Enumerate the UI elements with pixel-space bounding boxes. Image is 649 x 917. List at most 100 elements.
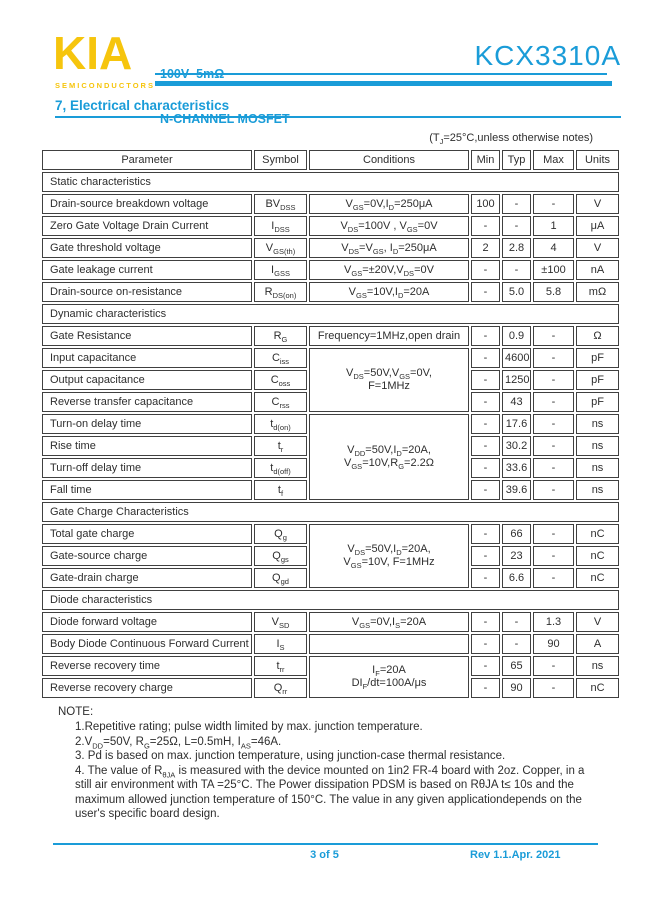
max-cell: - bbox=[533, 656, 574, 676]
units-cell: mΩ bbox=[576, 282, 619, 302]
min-cell: - bbox=[471, 260, 500, 280]
section-row: Static characteristics bbox=[42, 172, 619, 192]
section-row: Gate Charge Characteristics bbox=[42, 502, 619, 522]
units-cell: A bbox=[576, 634, 619, 654]
col-header-conditions: Conditions bbox=[309, 150, 469, 170]
note-item: 3. Pd is based on max. junction temperat… bbox=[75, 750, 506, 762]
symbol-cell: Qgd bbox=[254, 568, 307, 588]
parameter-cell: Zero Gate Voltage Drain Current bbox=[42, 216, 252, 236]
page-indicator: 3 of 5 bbox=[310, 849, 339, 861]
min-cell: - bbox=[471, 392, 500, 412]
typ-cell: 5.0 bbox=[502, 282, 531, 302]
symbol-cell: Qg bbox=[254, 524, 307, 544]
kia-logo: KIA bbox=[53, 27, 133, 79]
symbol-cell: IDSS bbox=[254, 216, 307, 236]
max-cell: - bbox=[533, 414, 574, 434]
typ-cell: 90 bbox=[502, 678, 531, 698]
header-rule-thin bbox=[155, 73, 607, 75]
max-cell: - bbox=[533, 524, 574, 544]
max-cell: - bbox=[533, 194, 574, 214]
symbol-cell: trr bbox=[254, 656, 307, 676]
units-cell: ns bbox=[576, 656, 619, 676]
parameter-cell: Gate-source charge bbox=[42, 546, 252, 566]
max-cell: - bbox=[533, 436, 574, 456]
symbol-cell: tf bbox=[254, 480, 307, 500]
min-cell: - bbox=[471, 656, 500, 676]
conditions-cell: VGS=10V,ID=20A bbox=[309, 282, 469, 302]
units-cell: V bbox=[576, 194, 619, 214]
table-row: Turn-off delay time td(off) -33.6- ns bbox=[42, 458, 619, 478]
symbol-cell: RG bbox=[254, 326, 307, 346]
table-row: Reverse recovery charge Qrr -90- nC bbox=[42, 678, 619, 698]
device-rating: 100V 5mΩ N-CHANNEL MOSFET bbox=[160, 37, 290, 157]
min-cell: - bbox=[471, 524, 500, 544]
min-cell: - bbox=[471, 458, 500, 478]
table-row: Zero Gate Voltage Drain Current IDSS VDS=1… bbox=[42, 216, 619, 236]
note-item: 1.Repetitive rating; pulse width limited… bbox=[75, 721, 423, 733]
note-item: 2.VDD=50V, RG=25Ω, L=0.5mH, IAS=46A. bbox=[75, 735, 282, 750]
symbol-cell: Coss bbox=[254, 370, 307, 390]
typ-cell: 2.8 bbox=[502, 238, 531, 258]
min-cell: - bbox=[471, 678, 500, 698]
section-label: Gate Charge Characteristics bbox=[42, 502, 619, 522]
table-row: Fall time tf -39.6- ns bbox=[42, 480, 619, 500]
parameter-cell: Fall time bbox=[42, 480, 252, 500]
conditions-cell: VDD=50V,ID=20A, VGS=10V,RG=2.2Ω bbox=[309, 414, 469, 500]
table-row: Gate Resistance RG Frequency=1MHz,open dra… bbox=[42, 326, 619, 346]
units-cell: pF bbox=[576, 370, 619, 390]
conditions-cell: VDS=VGS, ID=250μA bbox=[309, 238, 469, 258]
min-cell: - bbox=[471, 282, 500, 302]
parameter-cell: Gate threshold voltage bbox=[42, 238, 252, 258]
col-header-symbol: Symbol bbox=[254, 150, 307, 170]
conditions-cell: VDS=50V,ID=20A, VGS=10V, F=1MHz bbox=[309, 524, 469, 588]
rating-type-line: N-CHANNEL MOSFET bbox=[160, 112, 290, 126]
min-cell: - bbox=[471, 436, 500, 456]
units-cell: ns bbox=[576, 480, 619, 500]
section-title-rule bbox=[55, 116, 621, 118]
col-header-typ: Typ bbox=[502, 150, 531, 170]
col-header-max: Max bbox=[533, 150, 574, 170]
conditions-cell: VGS=0V,IS=20A bbox=[309, 612, 469, 632]
typ-cell: - bbox=[502, 194, 531, 214]
parameter-cell: Output capacitance bbox=[42, 370, 252, 390]
note-title: NOTE: bbox=[58, 706, 94, 718]
section-row: Diode characteristics bbox=[42, 590, 619, 610]
max-cell: 1 bbox=[533, 216, 574, 236]
section-label: Static characteristics bbox=[42, 172, 619, 192]
header-rule-thick bbox=[155, 81, 612, 86]
max-cell: - bbox=[533, 326, 574, 346]
electrical-characteristics-table: Parameter Symbol Conditions Min Typ Max … bbox=[40, 148, 621, 700]
col-header-units: Units bbox=[576, 150, 619, 170]
min-cell: - bbox=[471, 348, 500, 368]
parameter-cell: Gate leakage current bbox=[42, 260, 252, 280]
table-row: Drain-source on-resistance RDS(on) VGS=10V… bbox=[42, 282, 619, 302]
col-header-min: Min bbox=[471, 150, 500, 170]
units-cell: nC bbox=[576, 524, 619, 544]
symbol-cell: td(on) bbox=[254, 414, 307, 434]
min-cell: - bbox=[471, 216, 500, 236]
parameter-cell: Drain-source breakdown voltage bbox=[42, 194, 252, 214]
max-cell: ±100 bbox=[533, 260, 574, 280]
symbol-cell: Ciss bbox=[254, 348, 307, 368]
min-cell: - bbox=[471, 480, 500, 500]
max-cell: - bbox=[533, 348, 574, 368]
typ-cell: 66 bbox=[502, 524, 531, 544]
conditions-cell: IF=20A DIF/dt=100A/μs bbox=[309, 656, 469, 698]
table-row: Body Diode Continuous Forward Current IS -… bbox=[42, 634, 619, 654]
symbol-cell: VGS(th) bbox=[254, 238, 307, 258]
section-label: Dynamic characteristics bbox=[42, 304, 619, 324]
parameter-cell: Input capacitance bbox=[42, 348, 252, 368]
symbol-cell: tr bbox=[254, 436, 307, 456]
typ-cell: 30.2 bbox=[502, 436, 531, 456]
table-header-row: Parameter Symbol Conditions Min Typ Max … bbox=[42, 150, 619, 170]
typ-cell: 4600 bbox=[502, 348, 531, 368]
max-cell: 1.3 bbox=[533, 612, 574, 632]
table-row: Output capacitance Coss -1250- pF bbox=[42, 370, 619, 390]
min-cell: - bbox=[471, 634, 500, 654]
table-row: Reverse recovery time trr IF=20A DIF/dt=100… bbox=[42, 656, 619, 698]
units-cell: V bbox=[576, 612, 619, 632]
table-row: Gate-source charge Qgs -23- nC bbox=[42, 546, 619, 566]
units-cell: ns bbox=[576, 458, 619, 478]
max-cell: - bbox=[533, 480, 574, 500]
